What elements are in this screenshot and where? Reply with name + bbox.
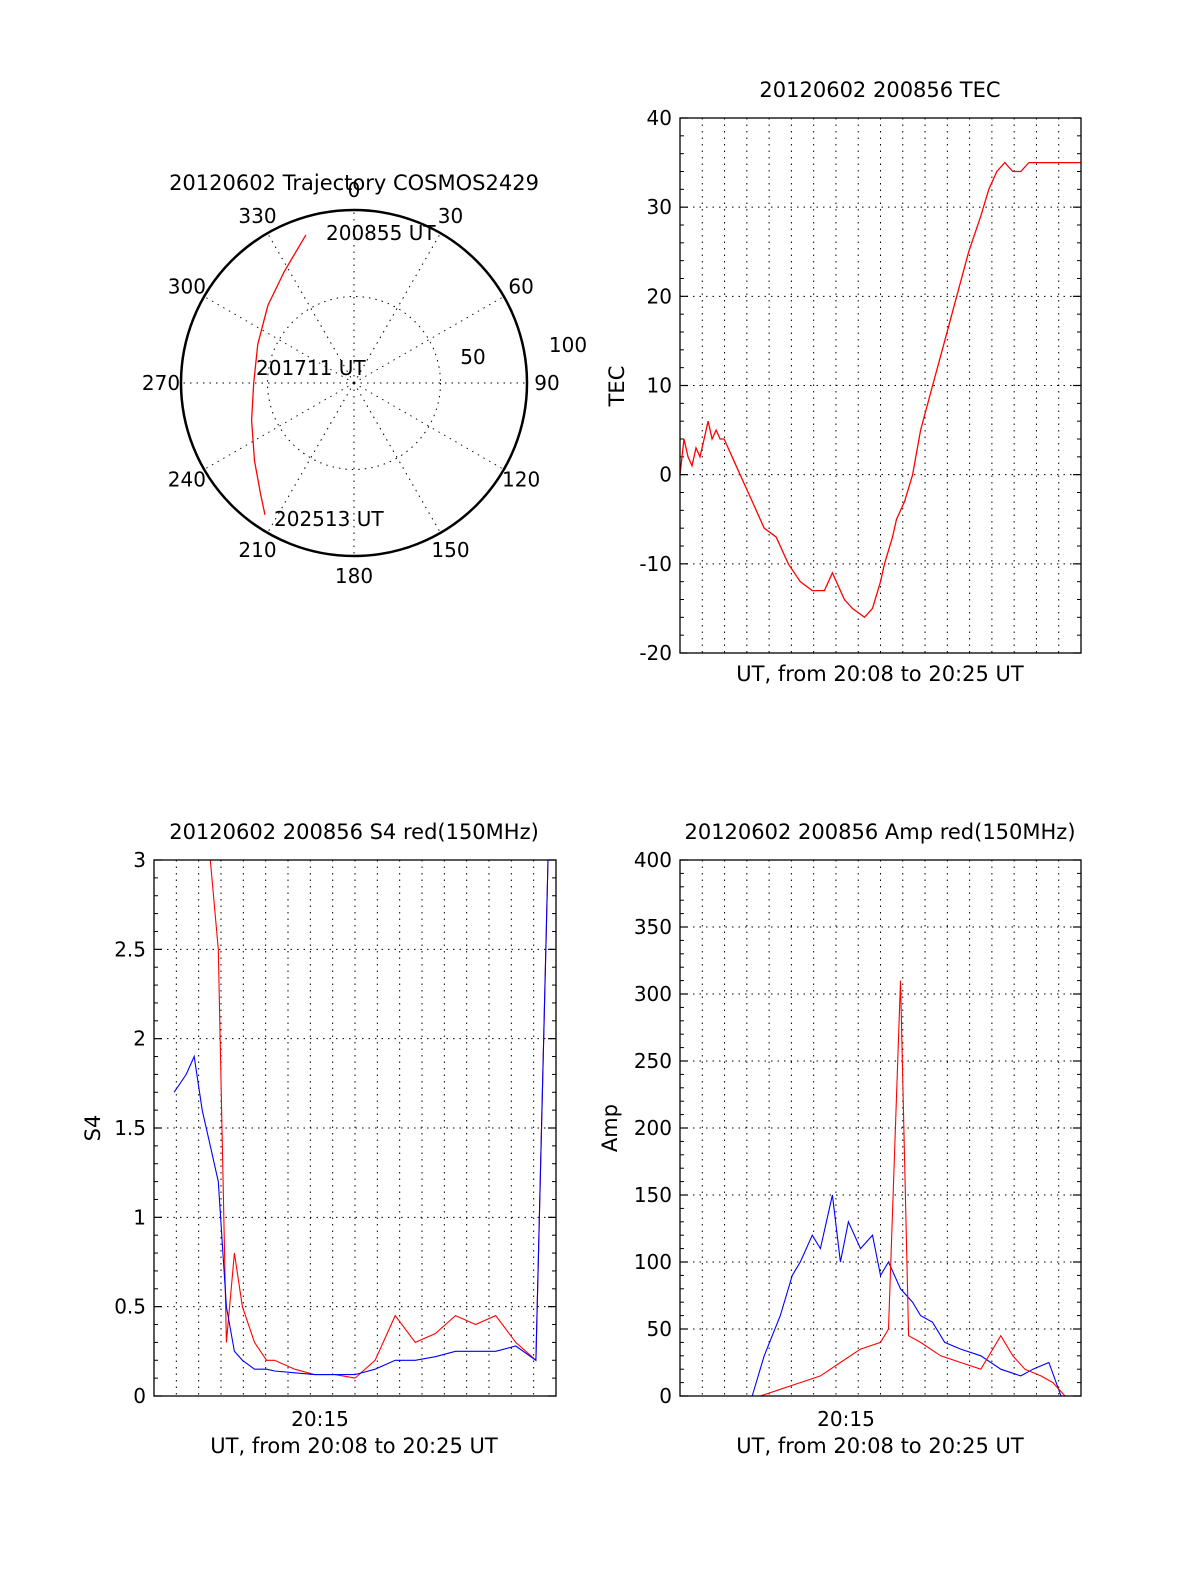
s4-panel: 20120602 200856 S4 red(150MHz) 0 0.5 1 1.5 2… bbox=[81, 820, 557, 1458]
s4-xtick-label: 20:15 bbox=[291, 1407, 349, 1431]
amp-grid bbox=[680, 859, 1081, 1397]
s4-ytick-label: 0.5 bbox=[114, 1295, 146, 1319]
tec-ytick-label: 20 bbox=[647, 284, 672, 308]
polar-title: 20120602 Trajectory COSMOS2429 bbox=[169, 171, 539, 195]
s4-series-red bbox=[174, 859, 556, 1379]
amp-series-blue bbox=[680, 1194, 1081, 1397]
polar-start-label: 200855 UT bbox=[326, 221, 436, 245]
polar-spoke bbox=[267, 382, 355, 534]
tec-ytick-label: 0 bbox=[659, 463, 672, 487]
tec-ytick-label: -20 bbox=[639, 641, 672, 665]
polar-angle-label: 90 bbox=[534, 371, 559, 395]
amp-series-red bbox=[680, 980, 1081, 1397]
polar-panel: 20120602 Trajectory COSMOS2429 0 30 60 90 12… bbox=[142, 171, 587, 588]
polar-outer-ring bbox=[179, 208, 529, 558]
tec-series-line bbox=[679, 161, 1081, 619]
polar-angle-label: 330 bbox=[238, 204, 276, 228]
tec-ytick-label: 40 bbox=[647, 106, 672, 130]
amp-ytick-label: 200 bbox=[634, 1116, 672, 1140]
amp-frame bbox=[679, 859, 1082, 1397]
polar-trajectory bbox=[250, 234, 307, 516]
polar-spoke bbox=[353, 382, 441, 534]
polar-angle-label: 120 bbox=[502, 468, 540, 492]
polar-spoke bbox=[203, 382, 355, 470]
s4-frame bbox=[153, 859, 557, 1397]
s4-series-blue bbox=[173, 859, 556, 1376]
polar-angle-label: 300 bbox=[168, 275, 206, 299]
amp-panel: 20120602 200856 Amp red(150MHz) 0 50 100 15… bbox=[598, 820, 1082, 1458]
s4-ytick-label: 1.5 bbox=[114, 1116, 146, 1140]
amp-ytick-label: 50 bbox=[647, 1317, 672, 1341]
tec-frame bbox=[679, 117, 1082, 654]
polar-ring-label-50: 50 bbox=[460, 345, 485, 369]
polar-angle-label: 210 bbox=[238, 538, 276, 562]
tec-title: 20120602 200856 TEC bbox=[759, 78, 1000, 102]
polar-angle-label: 0 bbox=[348, 178, 361, 202]
tec-grid bbox=[680, 117, 1081, 654]
polar-angle-label: 180 bbox=[335, 564, 373, 588]
amp-ylabel: Amp bbox=[598, 1104, 622, 1152]
amp-ytick-label: 100 bbox=[634, 1250, 672, 1274]
polar-spoke bbox=[267, 232, 355, 384]
polar-spoke bbox=[203, 296, 355, 384]
polar-angle-label: 240 bbox=[168, 468, 206, 492]
s4-ytick-label: 3 bbox=[133, 848, 146, 872]
tec-panel: 20120602 200856 TEC -20 -10 0 10 20 30 40 UT, … bbox=[605, 78, 1082, 686]
tec-xlabel: UT, from 20:08 to 20:25 UT bbox=[736, 662, 1024, 686]
s4-ylabel: S4 bbox=[81, 1115, 105, 1142]
amp-ytick-label: 400 bbox=[634, 848, 672, 872]
amp-ytick-label: 300 bbox=[634, 982, 672, 1006]
tec-ylabel: TEC bbox=[605, 366, 629, 408]
amp-ytick-label: 350 bbox=[634, 915, 672, 939]
amp-ticks: 0 50 100 150 200 250 300 350 400 bbox=[634, 848, 1081, 1408]
polar-angle-label: 30 bbox=[438, 204, 463, 228]
amp-ytick-label: 250 bbox=[634, 1049, 672, 1073]
s4-title: 20120602 200856 S4 red(150MHz) bbox=[169, 820, 539, 844]
polar-spokes bbox=[181, 210, 527, 556]
polar-spoke bbox=[353, 232, 441, 384]
s4-ticks: 0 0.5 1 1.5 2 2.5 3 bbox=[114, 848, 556, 1408]
polar-mid-label: 201711 UT bbox=[256, 356, 366, 380]
s4-ytick-label: 1 bbox=[133, 1205, 146, 1229]
polar-inner-ring bbox=[267, 296, 441, 470]
tec-ytick-label: 10 bbox=[647, 374, 672, 398]
s4-ytick-label: 0 bbox=[133, 1384, 146, 1408]
polar-spoke bbox=[353, 382, 505, 470]
s4-ytick-label: 2 bbox=[133, 1027, 146, 1051]
amp-ytick-label: 0 bbox=[659, 1384, 672, 1408]
tec-ticks: -20 -10 0 10 20 30 40 bbox=[639, 106, 1081, 665]
s4-ytick-label: 2.5 bbox=[114, 937, 146, 961]
amp-xtick-label: 20:15 bbox=[817, 1407, 875, 1431]
polar-ring-label-100: 100 bbox=[549, 333, 587, 357]
amp-xlabel: UT, from 20:08 to 20:25 UT bbox=[736, 1434, 1024, 1458]
tec-ytick-label: 30 bbox=[647, 195, 672, 219]
amp-title: 20120602 200856 Amp red(150MHz) bbox=[684, 820, 1075, 844]
polar-end-label: 202513 UT bbox=[274, 507, 384, 531]
polar-angle-labels: 0 30 60 90 120 150 180 210 240 270 300 330 bbox=[142, 178, 560, 588]
amp-ytick-label: 150 bbox=[634, 1183, 672, 1207]
polar-spoke bbox=[353, 296, 505, 384]
polar-angle-label: 150 bbox=[431, 538, 469, 562]
polar-angle-label: 60 bbox=[508, 275, 533, 299]
tec-ytick-label: -10 bbox=[639, 552, 672, 576]
polar-angle-label: 270 bbox=[142, 371, 180, 395]
s4-xlabel: UT, from 20:08 to 20:25 UT bbox=[210, 1434, 498, 1458]
s4-grid bbox=[154, 859, 556, 1397]
